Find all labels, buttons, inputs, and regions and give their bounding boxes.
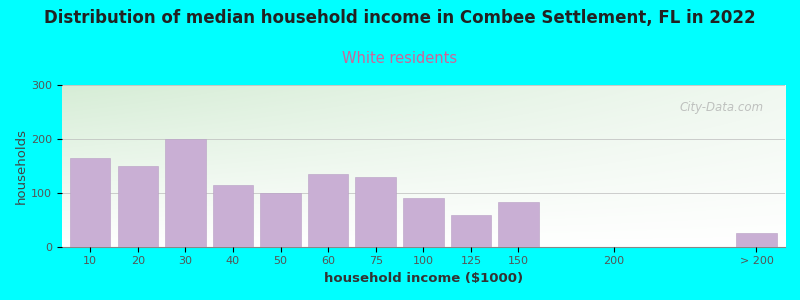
Bar	[118, 166, 158, 247]
Y-axis label: households: households	[15, 128, 28, 204]
Bar	[450, 215, 491, 247]
Bar	[736, 233, 777, 247]
Bar	[498, 202, 538, 247]
Bar	[165, 139, 206, 247]
Bar	[260, 193, 301, 247]
Bar	[213, 185, 253, 247]
Bar	[308, 174, 348, 247]
Text: City-Data.com: City-Data.com	[679, 101, 763, 114]
X-axis label: household income ($1000): household income ($1000)	[324, 272, 523, 285]
Bar	[355, 177, 396, 247]
Text: Distribution of median household income in Combee Settlement, FL in 2022: Distribution of median household income …	[44, 9, 756, 27]
Bar	[70, 158, 110, 247]
Text: White residents: White residents	[342, 51, 458, 66]
Bar	[403, 198, 443, 247]
